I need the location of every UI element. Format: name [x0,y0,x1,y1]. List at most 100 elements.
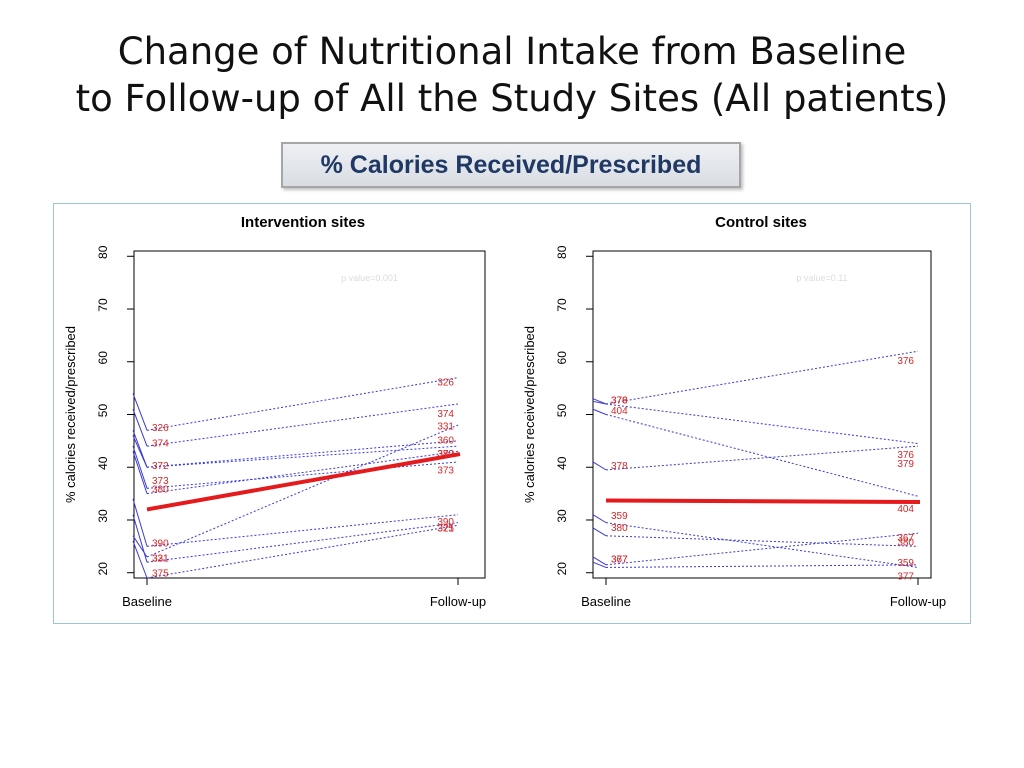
control-mean-line [605,498,921,505]
control-patient-376-change-line [605,350,919,405]
intervention-ytick-label-60: 60 [96,351,110,365]
control-baseline-label-6: 367 [611,555,628,566]
control-ytick-label-80: 80 [555,245,569,259]
intervention-baseline-label-6: 331 [152,553,169,564]
control-followup-label-4: 367 [897,533,914,544]
intervention-plot-box [133,250,486,579]
intervention-pvalue-annotation: p value=0.001 [341,273,398,283]
control-patient-377-change-line [605,564,919,568]
intervention-patient-390-change-line [146,514,459,547]
intervention-patient-321-change-line [146,522,459,563]
intervention-followup-label-9: 321 [437,523,454,534]
control-baseline-label-2: 404 [611,406,628,417]
chart-frame: Intervention sites 20 30 40 50 60 70 80 % calori… [53,203,971,624]
control-patient-378-baseline-segment [592,461,607,471]
intervention-ytick-label-50: 50 [96,404,110,418]
control-patient-404-baseline-segment [592,408,607,415]
intervention-patient-360-change-line [146,440,459,468]
intervention-patient-374-change-line [146,403,459,447]
slide-title-line-1: Change of Nutritional Intake from Baseli… [117,30,907,73]
control-ytick-label-30: 30 [555,509,569,523]
control-ylabel: % calories received/prescribed [522,326,537,503]
control-baseline-label-3: 378 [611,461,628,472]
control-patient-378-change-line [605,445,919,471]
control-ytick-label-20: 20 [555,562,569,576]
control-chart-title: Control sites [715,214,807,231]
comparison-charts: Intervention sites 20 30 40 50 60 70 80 % calori… [63,214,946,609]
intervention-baseline-label-1: 374 [152,439,169,450]
control-followup-label-5: 380 [897,538,914,549]
intervention-ylabel: % calories received/prescribed [63,326,78,503]
control-patient-404-change-line [605,414,919,497]
intervention-xtick-label-0: Baseline [122,594,172,609]
intervention-followup-label-3: 360 [437,435,454,446]
control-baseline-label-1: 379 [611,395,628,406]
intervention-ytick-label-40: 40 [96,456,110,470]
intervention-ytick-label-20: 20 [96,562,110,576]
control-followup-label-6: 359 [897,558,914,569]
intervention-followup-label-7: 390 [437,517,454,528]
intervention-followup-label-6: 373 [437,465,454,476]
intervention-ytick-label-80: 80 [96,245,110,259]
intervention-patient-390-baseline-segment [132,498,148,547]
control-patient-379-baseline-segment [592,400,607,405]
control-followup-label-3: 404 [897,504,914,515]
intervention-baseline-label-3: 373 [152,476,169,487]
intervention-ytick-label-70: 70 [96,298,110,312]
intervention-followup-label-5: 380 [437,449,454,460]
slide-title-line-2: to Follow-up of All the Study Sites (All… [75,77,949,120]
intervention-patient-321-baseline-segment [132,514,148,563]
intervention-ytick-label-30: 30 [96,509,110,523]
control-xtick-label-0: Baseline [581,594,631,609]
intervention-followup-label-0: 326 [437,377,454,388]
intervention-patient-373-baseline-segment [132,445,148,489]
intervention-patient-374-baseline-segment [132,409,148,447]
intervention-patient-372-baseline-segment [132,435,148,468]
intervention-patient-380-change-line [146,450,459,495]
control-followup-label-1: 376 [897,450,914,461]
control-followup-label-0: 376 [897,356,914,367]
control-plot-box [592,250,932,579]
intervention-xtick-label-1: Follow-up [430,594,486,609]
control-patient-377-baseline-segment [592,561,607,568]
control-baseline-label-0: 376 [611,395,628,406]
intervention-patient-375-change-line [146,524,459,579]
intervention-followup-label-4: 372 [437,449,454,460]
metric-label-box: % Calories Received/Prescribed [281,142,741,188]
control-baseline-label-7: 377 [611,555,628,566]
intervention-followup-label-8: 375 [437,523,454,534]
control-ytick-label-50: 50 [555,404,569,418]
control-patient-367-change-line [605,532,919,566]
intervention-patient-326-change-line [146,377,459,431]
control-followup-label-7: 377 [897,571,914,582]
control-baseline-label-4: 359 [611,511,628,522]
control-patient-367-baseline-segment [592,556,607,566]
intervention-baseline-label-7: 321 [152,553,169,564]
intervention-baseline-label-0: 326 [152,423,169,434]
intervention-patient-375-baseline-segment [132,540,148,579]
control-ytick-label-40: 40 [555,456,569,470]
control-ytick-label-70: 70 [555,298,569,312]
control-patient-359-baseline-segment [592,514,607,524]
intervention-patient-373-change-line [146,461,459,489]
intervention-baseline-label-4: 380 [152,484,169,495]
control-pvalue-annotation: p value=0.11 [796,273,847,283]
intervention-baseline-label-5: 390 [152,539,169,550]
control-baseline-label-5: 380 [611,523,628,534]
intervention-baseline-label-2: 372 [152,461,169,472]
control-ytick-label-60: 60 [555,351,569,365]
control-xtick-label-1: Follow-up [890,594,946,609]
intervention-patient-326-baseline-segment [132,393,148,431]
intervention-chart-title: Intervention sites [241,214,365,231]
intervention-patient-331-change-line [146,424,459,558]
intervention-mean-line [146,452,461,512]
control-patient-359-change-line [605,522,919,568]
intervention-patient-380-baseline-segment [132,451,148,494]
intervention-followup-label-2: 331 [437,422,454,433]
control-followup-label-2: 379 [897,459,914,470]
slide-title: Change of Nutritional Intake from Baseli… [0,28,1024,122]
intervention-baseline-label-8: 375 [152,568,169,579]
control-patient-380-baseline-segment [592,527,607,537]
control-patient-380-change-line [605,535,919,547]
intervention-followup-label-1: 374 [437,409,454,420]
